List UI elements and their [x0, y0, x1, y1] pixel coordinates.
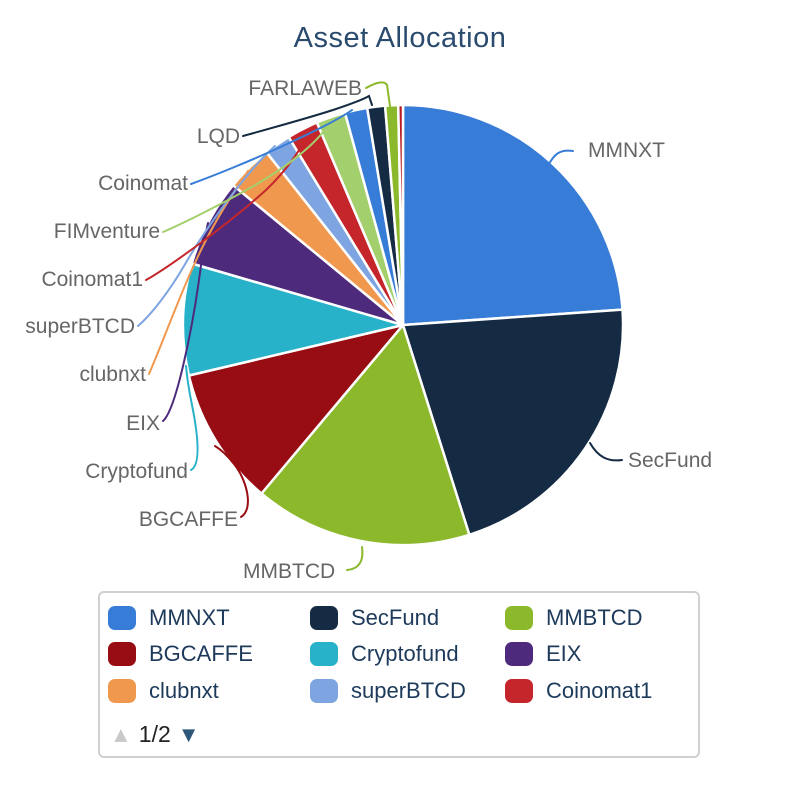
- pie-label-secfund: SecFund: [628, 449, 713, 472]
- legend-swatch-coinomat1: [505, 679, 533, 703]
- legend-item-mmbtcd[interactable]: MMBTCD: [505, 605, 643, 631]
- leader-line-Coinomat: [190, 109, 353, 185]
- legend-label-eix: EIX: [546, 641, 582, 666]
- legend-item-superbtcd[interactable]: superBTCD: [310, 678, 466, 704]
- pie-slice-unlabeled[interactable]: [396, 103, 405, 327]
- pie-slice-MMNXT[interactable]: [401, 103, 624, 327]
- legend-label-secfund: SecFund: [351, 605, 440, 630]
- chart-title: Asset Allocation: [293, 22, 507, 54]
- leader-line-LQD: [242, 94, 373, 137]
- legend-swatch-superbtcd: [310, 679, 338, 703]
- leader-line-superBTCD: [137, 145, 276, 327]
- legend-swatch-mmnxt: [108, 606, 136, 630]
- legend-item-bgcaffe[interactable]: BGCAFFE: [108, 641, 253, 667]
- legend-label-clubnxt: clubnxt: [149, 678, 219, 703]
- pie-label-eix: EIX: [126, 412, 160, 435]
- leader-line-MMBTCD: [346, 546, 364, 571]
- legend-page-indicator: 1/2: [138, 721, 171, 747]
- pie-slice-Cryptofund[interactable]: [181, 262, 405, 377]
- leader-line-BGCAFFE: [214, 445, 249, 518]
- pie-label-mmbtcd: MMBTCD: [243, 560, 336, 583]
- legend-label-mmbtcd: MMBTCD: [546, 605, 643, 630]
- legend-label-coinomat1: Coinomat1: [546, 678, 653, 703]
- leader-line-SecFund: [589, 442, 623, 462]
- legend-swatch-clubnxt: [108, 679, 136, 703]
- leader-line-FIMventure: [162, 119, 332, 233]
- pie-slice-BGCAFFE[interactable]: [187, 323, 405, 495]
- pie-label-superbtcd: superBTCD: [25, 315, 135, 338]
- legend-item-mmnxt[interactable]: MMNXT: [108, 605, 230, 631]
- legend-item-secfund[interactable]: SecFund: [310, 605, 439, 631]
- legend-label-cryptofund: Cryptofund: [351, 641, 459, 666]
- pie-slice-MMBTCD[interactable]: [260, 323, 471, 547]
- legend-next-page-arrow-icon[interactable]: ▼: [177, 721, 200, 747]
- leader-line-Cryptofund: [185, 365, 199, 471]
- leader-line-MMNXT: [547, 149, 574, 167]
- legend-label-bgcaffe: BGCAFFE: [149, 641, 253, 666]
- legend-swatch-mmbtcd: [505, 606, 533, 630]
- legend-item-cryptofund[interactable]: Cryptofund: [310, 641, 459, 667]
- pie-slice-SecFund[interactable]: [401, 308, 625, 537]
- pie-label-fimventure: FIMventure: [53, 220, 160, 243]
- legend-swatch-cryptofund: [310, 642, 338, 666]
- legend-item-clubnxt[interactable]: clubnxt: [108, 678, 219, 704]
- pie-label-cryptofund: Cryptofund: [85, 460, 188, 483]
- pie-label-clubnxt: clubnxt: [79, 363, 146, 386]
- legend-pagination: ▲ 1/2 ▼: [110, 721, 200, 748]
- legend-box: MMNXT SecFund MMBTCD BGCAFFE Cryptofund …: [98, 591, 700, 758]
- legend-item-eix[interactable]: EIX: [505, 641, 581, 667]
- legend-swatch-bgcaffe: [108, 642, 136, 666]
- leader-line-Coinomat1: [145, 130, 310, 281]
- pie-label-farlaweb: FARLAWEB: [248, 77, 362, 100]
- pie-label-coinomat1: Coinomat1: [41, 268, 143, 291]
- pie-label-bgcaffe: BGCAFFE: [138, 508, 238, 531]
- legend-item-coinomat1[interactable]: Coinomat1: [505, 678, 652, 704]
- legend-swatch-eix: [505, 642, 533, 666]
- legend-swatch-secfund: [310, 606, 338, 630]
- legend-prev-page-arrow-icon[interactable]: ▲: [110, 721, 132, 747]
- pie-label-mmnxt: MMNXT: [588, 139, 665, 162]
- legend-label-mmnxt: MMNXT: [149, 605, 230, 630]
- legend-label-superbtcd: superBTCD: [351, 678, 466, 703]
- leader-line-FARLAWEB: [365, 81, 391, 107]
- pie-label-coinomat: Coinomat: [98, 172, 188, 195]
- pie-label-lqd: LQD: [196, 125, 240, 148]
